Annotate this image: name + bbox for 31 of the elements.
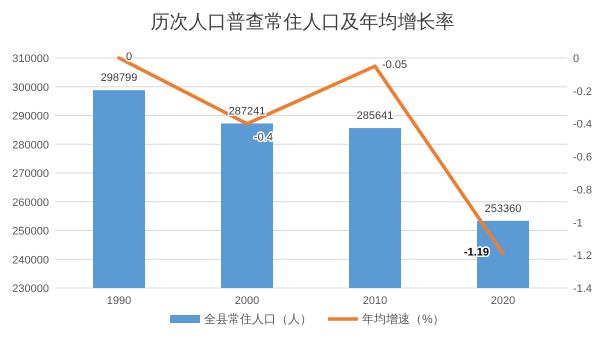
- y-tick-label: 260000: [12, 196, 49, 209]
- data-label: 298799: [100, 72, 138, 84]
- x-tick-label: 2010: [362, 295, 388, 307]
- x-tick-label: 2000: [234, 295, 260, 307]
- y2-tick-label: 0: [573, 53, 580, 65]
- y2-tick-label: -0.8: [573, 184, 592, 196]
- y2-tick-label: -0.2: [573, 86, 592, 98]
- y-tick-label: 310000: [12, 53, 49, 65]
- data-label: 285641: [356, 110, 394, 122]
- data-label: -0.4: [254, 132, 273, 144]
- chart-title: 历次人口普查常住人口及年均增长率: [150, 11, 454, 33]
- data-label: -0.05: [382, 59, 408, 72]
- data-label: 287241: [228, 105, 266, 118]
- y-tick-label: 250000: [12, 226, 49, 238]
- y2-tick-label: -0.4: [573, 118, 592, 131]
- data-label: 253360: [484, 202, 522, 215]
- y2-tick-label: -1.4: [573, 283, 592, 295]
- y-tick-label: 300000: [12, 82, 49, 94]
- legend-label: 年均增速（%）: [362, 312, 445, 326]
- y2-tick-label: -0.6: [573, 152, 592, 164]
- y-tick-label: 290000: [12, 110, 49, 122]
- legend-label: 全县常住人口（人）: [204, 312, 312, 326]
- x-tick-label: 2020: [490, 295, 516, 307]
- y-tick-label: 270000: [12, 168, 49, 180]
- y2-tick-label: -1: [573, 217, 583, 230]
- y-tick-label: 230000: [12, 283, 49, 295]
- y-tick-label: 280000: [12, 139, 49, 152]
- data-label: 0: [126, 51, 132, 63]
- y-tick-label: 240000: [12, 254, 49, 266]
- y2-tick-label: -1.2: [573, 250, 592, 262]
- x-tick-label: 1990: [106, 295, 132, 307]
